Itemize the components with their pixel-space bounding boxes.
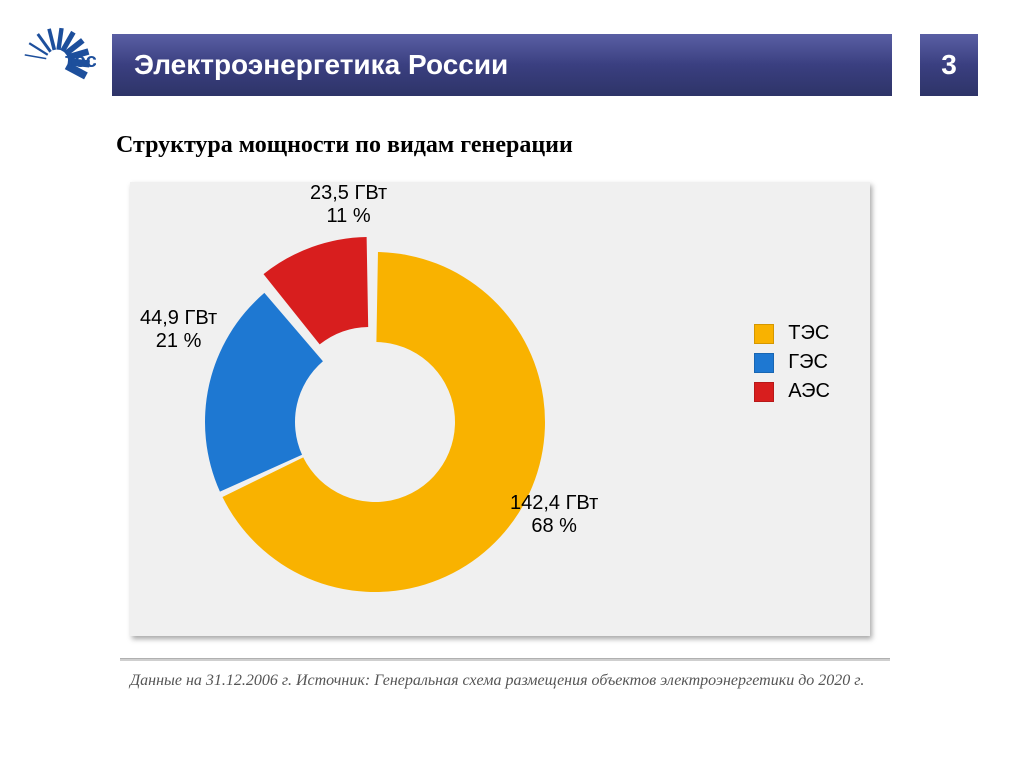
footnote-rule [120,658,890,661]
legend-swatch [754,324,774,344]
legend: ТЭС ГЭС АЭС [754,322,830,409]
legend-label: ГЭС [788,351,828,374]
legend-swatch [754,353,774,373]
slice-label-ТЭС: 142,4 ГВт 68 % [510,492,598,538]
page-number-box: 3 [920,34,978,96]
header-title: Электроэнергетика России [134,49,508,81]
legend-item-ТЭС: ТЭС [754,322,830,345]
legend-label: ТЭС [788,322,829,345]
page-number: 3 [941,49,957,81]
legend-swatch [754,382,774,402]
slice-label-ГЭС: 44,9 ГВт 21 % [140,307,217,353]
donut-chart [130,182,870,636]
logo-tes: тэс [18,20,96,98]
chart-container: 142,4 ГВт 68 % 44,9 ГВт 21 % 23,5 ГВт 11 %… [130,182,870,636]
logo-text: тэс [65,50,96,72]
legend-item-АЭС: АЭС [754,380,830,403]
slice-label-АЭС: 23,5 ГВт 11 % [310,182,387,228]
slide: тэс Электроэнергетика России 3 Структура… [0,0,1024,768]
footnote: Данные на 31.12.2006 г. Источник: Генера… [130,672,864,690]
subtitle: Структура мощности по видам генерации [116,132,573,159]
legend-item-ГЭС: ГЭС [754,351,830,374]
header-bar: Электроэнергетика России [112,34,892,96]
legend-label: АЭС [788,380,830,403]
